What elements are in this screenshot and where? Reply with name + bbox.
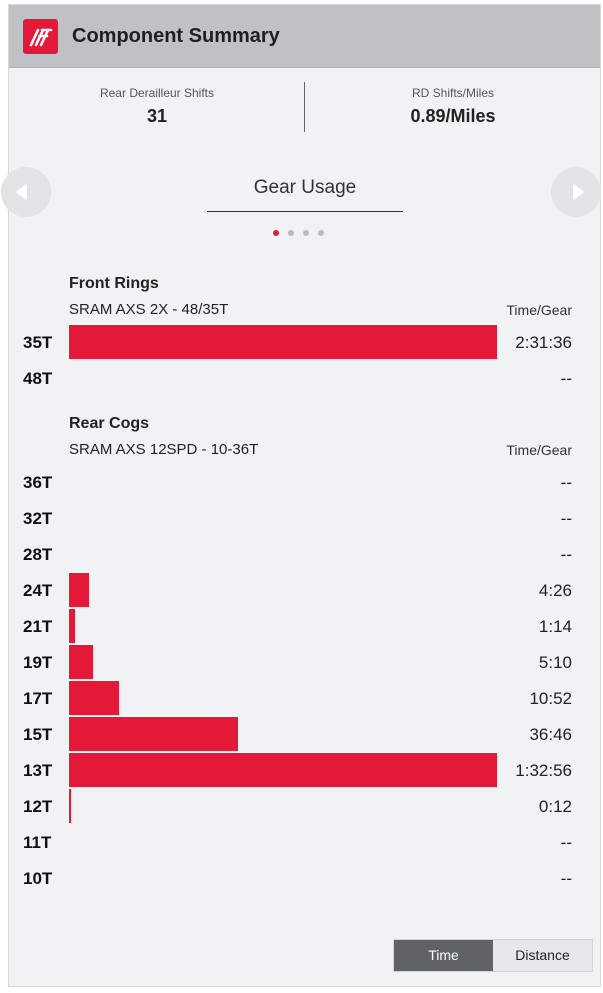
gear-time-value: 1:32:56 [515,761,572,780]
gear-time-value: -- [560,369,572,388]
gear-row: 13T 1:32:56 [9,753,600,787]
gear-bar [69,609,75,643]
gear-time-value: 5:10 [538,653,572,672]
gear-row: 21T 1:14 [9,609,600,643]
brand-logo-icon [23,19,58,54]
pagination-dot[interactable] [288,230,294,236]
gear-time-value: 10:52 [529,689,572,708]
gear-bar [69,325,497,359]
gear-row: 15T 36:46 [9,717,600,751]
gear-time-value: 4:26 [538,581,572,600]
gear-label: 24T [23,581,53,600]
stat-label: RD Shifts/Miles [411,86,494,100]
page-title: Component Summary [72,25,280,47]
gear-label: 32T [23,509,53,528]
gear-label: 12T [23,797,53,816]
gear-time-value: -- [560,473,572,492]
carousel-title: Gear Usage [207,177,403,212]
chevron-right-icon [573,183,584,201]
gear-row: 32T -- [9,501,600,535]
gear-time-value: -- [560,545,572,564]
gear-label: 13T [23,761,53,780]
gear-time-value: 0:12 [538,797,572,816]
gear-label: 28T [23,545,53,564]
front-rings-title: Front Rings [69,275,159,292]
gear-row: 28T -- [9,537,600,571]
gear-time-value: -- [560,869,572,888]
gear-row: 11T -- [9,825,600,859]
front-rings-column-header: Time/Gear [506,302,572,318]
gear-label: 10T [23,869,53,888]
gear-bar [69,645,93,679]
toggle-time-button[interactable]: Time [394,940,493,971]
component-summary-panel: Component Summary Rear Derailleur Shifts… [1,4,601,987]
gear-time-value: -- [560,509,572,528]
gear-label: 36T [23,473,53,492]
gear-label: 19T [23,653,53,672]
gear-row: 35T 2:31:36 [9,325,600,359]
carousel-prev-button[interactable] [1,167,51,217]
gear-row: 19T 5:10 [9,645,600,679]
gear-bar [69,717,238,751]
header-bar: Component Summary [9,5,600,68]
rear-cogs-model: SRAM AXS 12SPD - 10-36T [69,441,259,458]
gear-time-value: 1:14 [538,617,572,636]
gear-label: 35T [23,333,53,352]
gear-bar [69,573,89,607]
gear-label: 48T [23,369,53,388]
gear-label: 17T [23,689,53,708]
pagination-dot[interactable] [318,230,324,236]
pagination-dot[interactable] [273,230,279,236]
gear-bar [69,681,119,715]
gear-label: 15T [23,725,53,744]
stat-value: 0.89/Miles [410,106,496,126]
metric-toggle: Time Distance [393,939,593,972]
carousel-next-button[interactable] [551,167,601,217]
stat-rd-shifts-per-mile: RD Shifts/Miles 0.89/Miles [305,69,601,127]
gear-label: 11T [23,833,52,852]
gear-row: 48T -- [9,361,600,395]
front-rings-model: SRAM AXS 2X - 48/35T [69,301,229,318]
toggle-distance-button[interactable]: Distance [493,940,592,971]
gear-bar [69,789,71,823]
gear-time-value: 36:46 [529,725,572,744]
rear-cogs-title: Rear Cogs [69,415,150,432]
stat-divider [304,82,305,132]
gear-time-value: -- [560,833,572,852]
chevron-left-icon [16,183,27,201]
stats-row: Rear Derailleur Shifts 31 RD Shifts/Mile… [9,69,600,155]
stat-label: Rear Derailleur Shifts [99,86,215,100]
gear-row: 24T 4:26 [9,573,600,607]
gear-row: 36T -- [9,465,600,499]
gear-bar [69,753,497,787]
pagination-dot[interactable] [303,230,309,236]
stat-rd-shifts: Rear Derailleur Shifts 31 [9,69,305,127]
gear-time-value: 2:31:36 [515,333,572,352]
stat-value: 31 [146,106,168,126]
gear-row: 10T -- [9,861,600,895]
rear-cogs-column-header: Time/Gear [506,442,572,458]
gear-row: 17T 10:52 [9,681,600,715]
gear-row: 12T 0:12 [9,789,600,823]
gear-label: 21T [23,617,53,636]
